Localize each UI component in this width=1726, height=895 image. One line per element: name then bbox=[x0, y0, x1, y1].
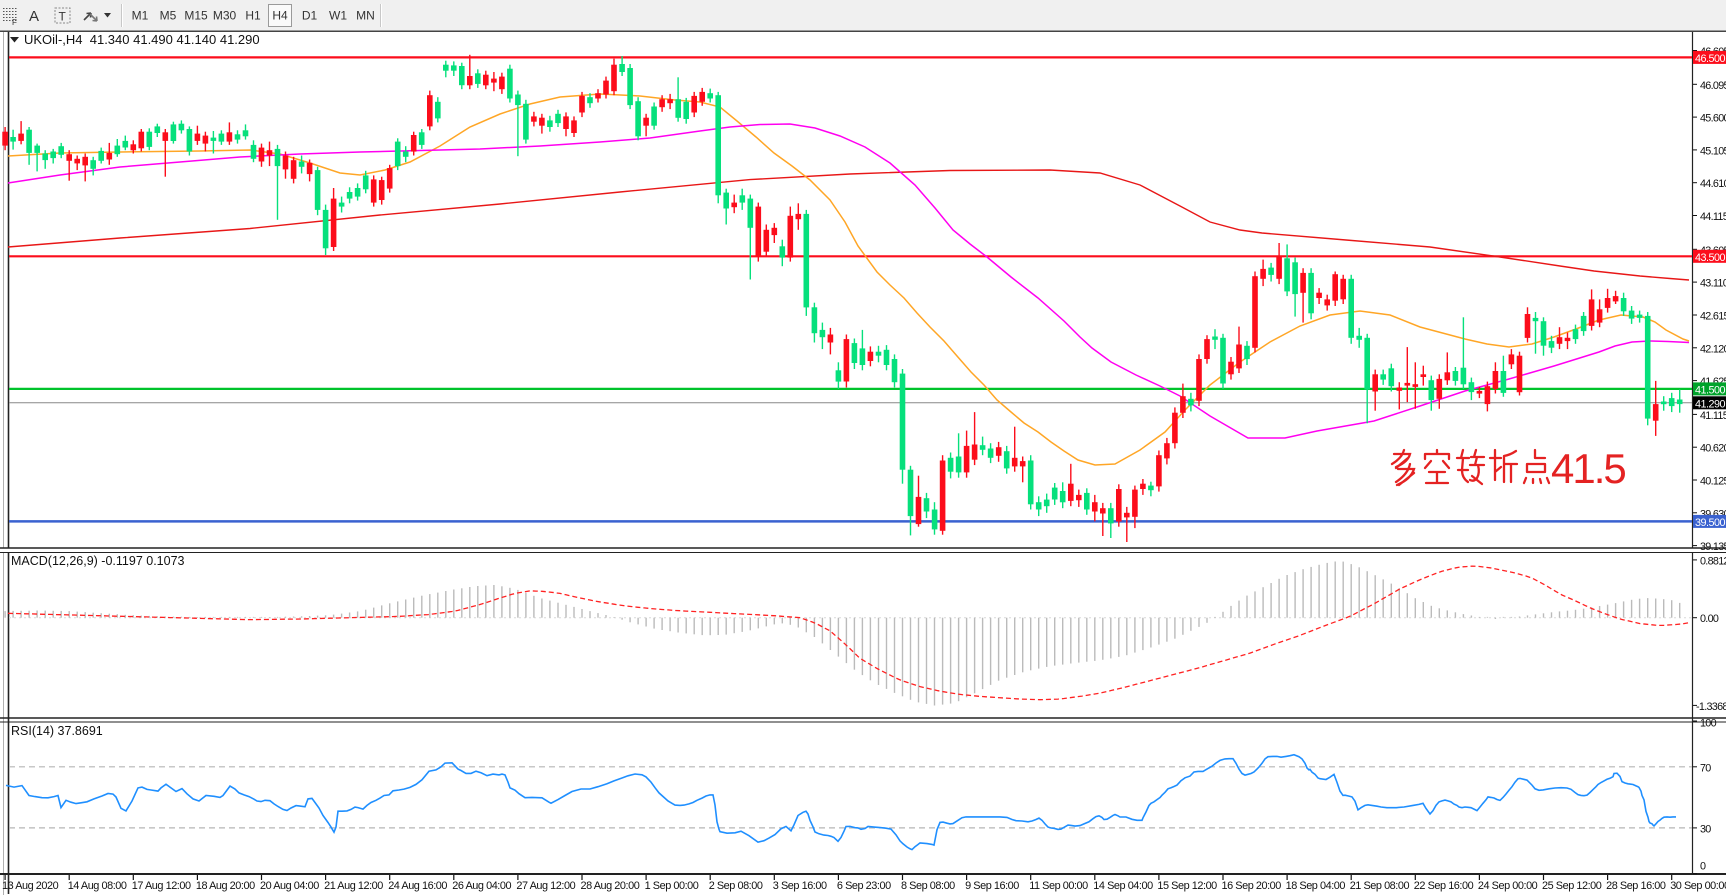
svg-text:M1: M1 bbox=[132, 9, 149, 23]
svg-text:43.110: 43.110 bbox=[1700, 278, 1726, 290]
svg-text:UKOil-,H4 41.340 41.490 41.14: UKOil-,H4 41.340 41.490 41.140 41.290 bbox=[24, 32, 260, 47]
svg-text:H1: H1 bbox=[245, 9, 261, 23]
svg-text:A: A bbox=[29, 8, 39, 25]
svg-text:42.120: 42.120 bbox=[1700, 343, 1726, 355]
svg-text:M15: M15 bbox=[184, 9, 208, 23]
svg-text:2 Sep 08:00: 2 Sep 08:00 bbox=[709, 880, 763, 892]
svg-text:21 Sep 08:00: 21 Sep 08:00 bbox=[1350, 880, 1410, 892]
svg-text:0: 0 bbox=[1700, 861, 1706, 873]
svg-text:W1: W1 bbox=[329, 9, 347, 23]
svg-text:15 Sep 12:00: 15 Sep 12:00 bbox=[1157, 880, 1217, 892]
svg-text:0.8812: 0.8812 bbox=[1700, 555, 1726, 567]
svg-text:T: T bbox=[59, 10, 67, 24]
svg-text:100: 100 bbox=[1700, 718, 1717, 730]
svg-text:26 Aug 04:00: 26 Aug 04:00 bbox=[452, 880, 511, 892]
svg-text:20 Aug 04:00: 20 Aug 04:00 bbox=[260, 880, 319, 892]
svg-text:16 Sep 20:00: 16 Sep 20:00 bbox=[1222, 880, 1282, 892]
svg-text:25 Sep 12:00: 25 Sep 12:00 bbox=[1542, 880, 1602, 892]
svg-text:40.620: 40.620 bbox=[1700, 443, 1726, 455]
svg-text:41.5: 41.5 bbox=[1551, 445, 1625, 492]
svg-text:39.500: 39.500 bbox=[1695, 517, 1726, 529]
svg-text:0.00: 0.00 bbox=[1700, 613, 1719, 625]
svg-text:44.115: 44.115 bbox=[1700, 211, 1726, 223]
svg-text:70: 70 bbox=[1700, 762, 1711, 774]
svg-text:24 Aug 16:00: 24 Aug 16:00 bbox=[388, 880, 447, 892]
svg-text:30: 30 bbox=[1700, 823, 1711, 835]
svg-text:39.135: 39.135 bbox=[1700, 541, 1726, 553]
svg-text:21 Aug 12:00: 21 Aug 12:00 bbox=[324, 880, 383, 892]
svg-text:45.105: 45.105 bbox=[1700, 145, 1726, 157]
svg-text:3 Sep 16:00: 3 Sep 16:00 bbox=[773, 880, 827, 892]
svg-text:6 Sep 23:00: 6 Sep 23:00 bbox=[837, 880, 891, 892]
svg-text:44.610: 44.610 bbox=[1700, 178, 1726, 190]
svg-text:13 Aug 2020: 13 Aug 2020 bbox=[2, 880, 59, 892]
svg-text:45.600: 45.600 bbox=[1700, 113, 1726, 125]
svg-text:24 Sep 00:00: 24 Sep 00:00 bbox=[1478, 880, 1538, 892]
svg-text:-1.3368: -1.3368 bbox=[1696, 701, 1726, 713]
svg-text:8 Sep 08:00: 8 Sep 08:00 bbox=[901, 880, 955, 892]
svg-text:F: F bbox=[12, 18, 17, 27]
svg-text:14 Aug 08:00: 14 Aug 08:00 bbox=[68, 880, 127, 892]
svg-text:41.115: 41.115 bbox=[1700, 410, 1726, 422]
svg-text:11 Sep 00:00: 11 Sep 00:00 bbox=[1029, 880, 1088, 892]
svg-text:17 Aug 12:00: 17 Aug 12:00 bbox=[132, 880, 191, 892]
svg-text:9 Sep 16:00: 9 Sep 16:00 bbox=[965, 880, 1019, 892]
svg-text:41.500: 41.500 bbox=[1695, 385, 1726, 397]
svg-text:18 Sep 04:00: 18 Sep 04:00 bbox=[1286, 880, 1346, 892]
svg-text:1 Sep 00:00: 1 Sep 00:00 bbox=[645, 880, 699, 892]
svg-text:RSI(14) 37.8691: RSI(14) 37.8691 bbox=[11, 724, 103, 738]
svg-text:28 Aug 20:00: 28 Aug 20:00 bbox=[581, 880, 640, 892]
svg-text:42.615: 42.615 bbox=[1700, 311, 1726, 323]
svg-text:18 Aug 20:00: 18 Aug 20:00 bbox=[196, 880, 255, 892]
svg-text:M30: M30 bbox=[213, 9, 237, 23]
svg-text:22 Sep 16:00: 22 Sep 16:00 bbox=[1414, 880, 1474, 892]
svg-text:MN: MN bbox=[356, 9, 375, 23]
svg-text:46.095: 46.095 bbox=[1700, 80, 1726, 92]
svg-text:41.290: 41.290 bbox=[1695, 399, 1726, 411]
svg-text:30 Sep 00:00: 30 Sep 00:00 bbox=[1670, 880, 1726, 892]
svg-text:MACD(12,26,9) -0.1197 0.1073: MACD(12,26,9) -0.1197 0.1073 bbox=[11, 554, 185, 568]
svg-text:14 Sep 04:00: 14 Sep 04:00 bbox=[1093, 880, 1153, 892]
svg-text:M5: M5 bbox=[160, 9, 177, 23]
svg-text:43.500: 43.500 bbox=[1695, 252, 1726, 264]
svg-text:40.125: 40.125 bbox=[1700, 476, 1726, 488]
svg-text:H4: H4 bbox=[272, 9, 288, 23]
svg-text:27 Aug 12:00: 27 Aug 12:00 bbox=[516, 880, 575, 892]
svg-text:D1: D1 bbox=[302, 9, 318, 23]
svg-text:28 Sep 16:00: 28 Sep 16:00 bbox=[1606, 880, 1666, 892]
svg-text:46.500: 46.500 bbox=[1695, 53, 1726, 65]
